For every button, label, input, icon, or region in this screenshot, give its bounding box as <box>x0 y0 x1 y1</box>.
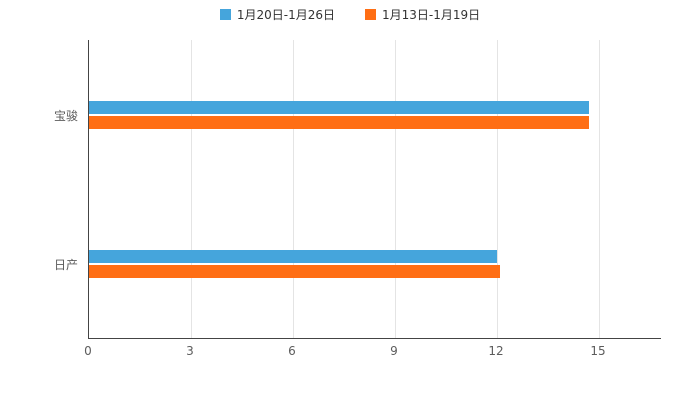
legend-item-series-1[interactable]: 1月13日-1月19日 <box>365 6 480 23</box>
x-tick-label: 6 <box>288 344 296 358</box>
legend-label: 1月20日-1月26日 <box>236 8 335 22</box>
plot-area <box>88 40 661 339</box>
category-label: 宝骏 <box>53 108 78 123</box>
x-tick-label: 12 <box>488 344 504 358</box>
x-tick-label: 0 <box>84 344 92 358</box>
x-tick-label: 9 <box>390 344 398 358</box>
bar-日产-series-1[interactable] <box>89 264 501 278</box>
chart-legend: 1月20日-1月26日 1月13日-1月19日 <box>0 6 700 23</box>
x-tick-label: 3 <box>186 344 194 358</box>
bar-宝骏-series-1[interactable] <box>89 115 589 129</box>
legend-swatch-icon <box>219 9 231 20</box>
bar-宝骏-series-0[interactable] <box>89 100 589 114</box>
gridline <box>293 40 294 338</box>
gridline <box>599 40 600 338</box>
gridline <box>395 40 396 338</box>
legend-item-series-0[interactable]: 1月20日-1月26日 <box>219 6 335 23</box>
gridline <box>191 40 192 338</box>
bar-日产-series-0[interactable] <box>89 249 497 263</box>
legend-label: 1月13日-1月19日 <box>382 8 481 22</box>
legend-swatch-icon <box>365 9 376 20</box>
x-tick-label: 15 <box>590 344 606 358</box>
gridline <box>497 40 498 338</box>
category-label: 日产 <box>53 257 78 272</box>
